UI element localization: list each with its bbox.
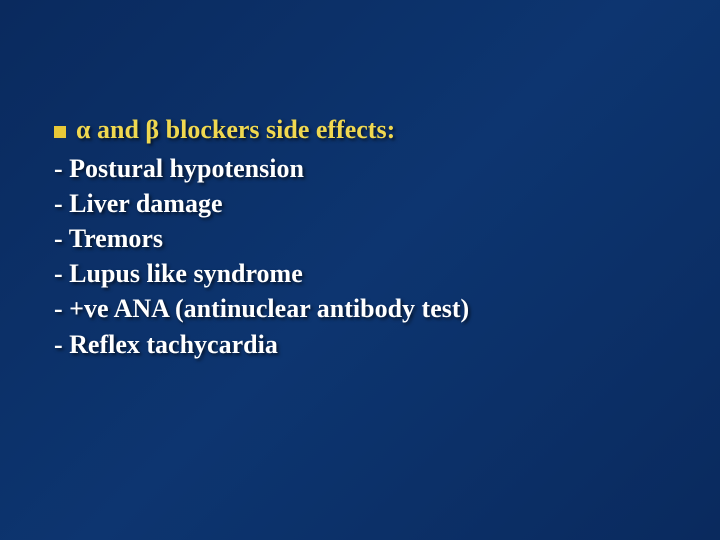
slide-content: α and β blockers side effects: - Postura… — [54, 112, 680, 362]
list-item: - Reflex tachycardia — [54, 327, 680, 362]
list-item: - +ve ANA (antinuclear antibody test) — [54, 291, 680, 326]
title-line: α and β blockers side effects: — [54, 112, 680, 147]
bullet-icon — [54, 126, 66, 138]
list-item: - Liver damage — [54, 186, 680, 221]
list-item: - Lupus like syndrome — [54, 256, 680, 291]
slide-title: α and β blockers side effects: — [76, 112, 395, 147]
list-item: - Postural hypotension — [54, 151, 680, 186]
list-item: - Tremors — [54, 221, 680, 256]
